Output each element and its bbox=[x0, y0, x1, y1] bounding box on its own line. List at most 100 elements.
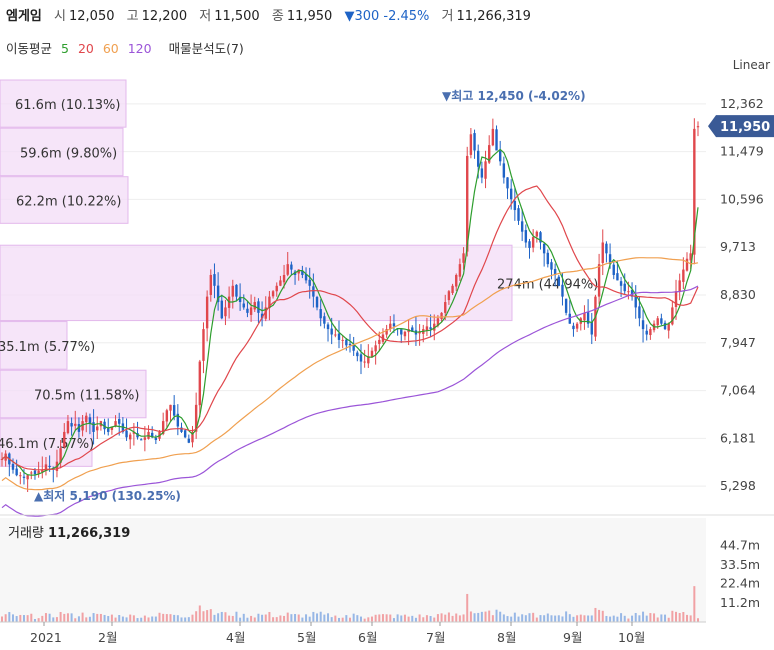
ma-5: 5 bbox=[61, 41, 69, 56]
volume-bar bbox=[579, 614, 582, 622]
candle-body bbox=[92, 422, 95, 432]
volume-bar bbox=[667, 617, 670, 622]
volume-bar bbox=[466, 593, 469, 622]
x-tick-label: 10월 bbox=[618, 630, 645, 645]
volume-bar bbox=[316, 613, 319, 622]
volume-profile-label: 59.6m (9.80%) bbox=[20, 146, 117, 161]
volume-bar bbox=[81, 612, 84, 622]
candle-body bbox=[425, 326, 429, 331]
volume-tick-label: 44.7m bbox=[720, 538, 760, 553]
volume-bar bbox=[121, 616, 124, 622]
candle-body bbox=[528, 241, 531, 248]
candle-body bbox=[216, 285, 220, 303]
volume-bar bbox=[283, 615, 286, 622]
volume-bar bbox=[4, 614, 7, 622]
candle-body bbox=[312, 286, 315, 297]
volume-bar bbox=[77, 616, 80, 622]
volume-bar bbox=[396, 614, 399, 622]
price-tick-label: 5,298 bbox=[720, 478, 756, 493]
candle-body bbox=[140, 439, 143, 441]
candle-body bbox=[531, 237, 535, 248]
volume-bar bbox=[378, 614, 381, 622]
candle-body bbox=[356, 352, 359, 357]
volume-bar bbox=[363, 618, 366, 622]
volume-bar bbox=[19, 614, 22, 622]
candle-body bbox=[491, 128, 495, 146]
volume-bar bbox=[66, 613, 69, 622]
volume-bar bbox=[455, 613, 458, 622]
candle-body bbox=[645, 330, 648, 335]
volume-bar bbox=[125, 617, 128, 622]
candle-body bbox=[59, 448, 62, 463]
candle-body bbox=[678, 280, 681, 292]
candle-body bbox=[187, 438, 191, 443]
volume-bar bbox=[173, 614, 176, 622]
volume-bar bbox=[74, 618, 77, 622]
moving-average-legend[interactable]: 이동평균 5 20 60 120 매물분석도(7) bbox=[6, 38, 249, 57]
volume-bar bbox=[341, 617, 344, 622]
volume-bar bbox=[136, 618, 139, 622]
volume-profile-bar bbox=[0, 369, 147, 419]
volume-bar bbox=[198, 605, 201, 622]
candle-body bbox=[235, 284, 238, 297]
volume-bar bbox=[638, 615, 641, 622]
volume-bar bbox=[217, 613, 220, 622]
candle-body bbox=[542, 243, 546, 254]
volume-profile-bar bbox=[0, 244, 513, 322]
volume-bar bbox=[649, 613, 652, 622]
volume-bar bbox=[565, 611, 568, 622]
volume-bar bbox=[587, 615, 590, 622]
volume-profile-label: 46.1m (7.57%) bbox=[0, 437, 94, 452]
candle-body bbox=[129, 434, 132, 440]
candle-body bbox=[524, 230, 528, 243]
volume-bar bbox=[239, 617, 242, 622]
volume-bar bbox=[601, 610, 604, 622]
volume-bar bbox=[682, 612, 685, 622]
candle-body bbox=[561, 284, 564, 297]
candle-body bbox=[671, 307, 674, 325]
volume-bar bbox=[539, 615, 542, 622]
candle-body bbox=[161, 421, 165, 435]
volume-bar bbox=[429, 616, 432, 622]
x-tick-label: 4월 bbox=[226, 630, 245, 645]
ma20-line bbox=[1, 185, 699, 471]
volume-bar bbox=[524, 615, 527, 622]
volume-bar bbox=[22, 615, 25, 622]
volume-profile-bar bbox=[0, 127, 124, 177]
volume-bar bbox=[697, 618, 699, 622]
volume-bar bbox=[33, 619, 36, 622]
volume-bar bbox=[473, 613, 476, 622]
volume-bar bbox=[411, 615, 414, 622]
candle-body bbox=[385, 329, 388, 335]
candle-body bbox=[612, 264, 615, 275]
candle-body bbox=[297, 269, 300, 274]
volume-profile-bar bbox=[0, 321, 68, 370]
candle-body bbox=[634, 295, 637, 308]
volume-bar bbox=[469, 611, 472, 622]
volume-bar bbox=[246, 617, 249, 622]
volume-bar bbox=[664, 614, 667, 622]
volume-bar bbox=[88, 616, 91, 622]
candle-body bbox=[304, 273, 308, 281]
scale-toggle[interactable]: Linear bbox=[732, 58, 770, 72]
candle-body bbox=[114, 421, 117, 427]
volume-profile-bar bbox=[0, 176, 129, 224]
volume-bar bbox=[403, 614, 406, 622]
candle-body bbox=[231, 285, 234, 297]
volume-bar bbox=[407, 616, 410, 622]
candle-body bbox=[257, 301, 260, 313]
volume-bar bbox=[572, 616, 575, 622]
candle-body bbox=[641, 320, 645, 330]
price-tick-label: 8,830 bbox=[720, 287, 756, 302]
volume-bar bbox=[286, 612, 289, 622]
candle-body bbox=[506, 177, 509, 189]
volume-bar bbox=[356, 615, 359, 622]
candle-body bbox=[352, 345, 355, 351]
volume-bar bbox=[129, 614, 132, 622]
volume-value: 11,266,319 bbox=[456, 9, 531, 24]
high-label: 고 bbox=[126, 9, 139, 24]
x-tick-label: 9월 bbox=[563, 630, 582, 645]
candle-body bbox=[575, 323, 579, 329]
candle-body bbox=[619, 281, 623, 286]
